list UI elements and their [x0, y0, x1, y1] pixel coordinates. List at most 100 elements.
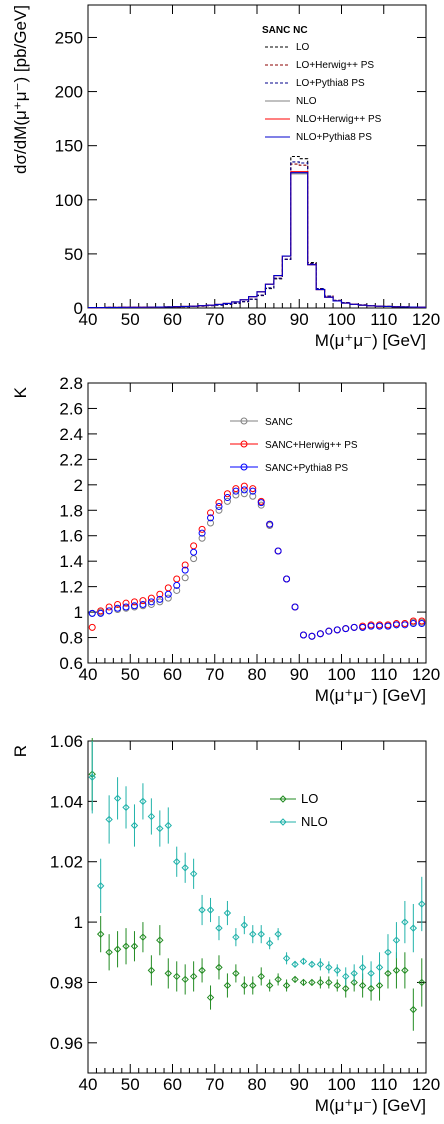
- data-point: [190, 542, 198, 550]
- data-point: [342, 625, 350, 633]
- x-tick-label: 110: [370, 310, 397, 329]
- data-point: [105, 815, 113, 824]
- data-point: [384, 622, 392, 630]
- data-point: [342, 984, 350, 993]
- data-point: [215, 506, 223, 514]
- data-point: [96, 882, 105, 890]
- y-tick-label: 100: [55, 191, 83, 210]
- legend-marker: [240, 417, 248, 425]
- y-tick-label: 2: [74, 476, 83, 495]
- data-point: [189, 972, 198, 981]
- data-point: [265, 939, 274, 947]
- x-tick-label: 50: [121, 310, 140, 329]
- data-point: [333, 626, 341, 634]
- data-point: [240, 981, 249, 990]
- data-point: [88, 773, 96, 781]
- data-point: [418, 620, 426, 628]
- data-point: [418, 617, 426, 625]
- series-line: [88, 172, 426, 309]
- data-point: [333, 981, 341, 990]
- data-point: [401, 966, 409, 975]
- data-point: [257, 972, 265, 981]
- data-point: [164, 594, 172, 602]
- data-point: [274, 975, 282, 984]
- data-point: [130, 598, 138, 606]
- data-point: [181, 561, 189, 569]
- data-point: [105, 607, 113, 615]
- data-point: [291, 975, 299, 984]
- data-point: [198, 966, 206, 975]
- data-point: [147, 966, 156, 975]
- data-point: [358, 981, 367, 990]
- x-tick-label: 60: [163, 310, 182, 329]
- data-point: [88, 770, 96, 778]
- data-point: [316, 630, 324, 638]
- y-tick-label: 200: [55, 83, 83, 102]
- x-tick-label: 70: [205, 665, 224, 684]
- data-point: [375, 963, 384, 972]
- x-tick-label: 100: [327, 310, 355, 329]
- data-point: [156, 824, 164, 833]
- legend-label: LO+Pythia8 PS: [296, 78, 365, 89]
- y-tick-label: 2.6: [59, 399, 83, 418]
- x-tick-label: 100: [327, 1075, 355, 1094]
- y-axis-label: dσ/dM(μ⁺μ⁻) [pb/GeV]: [11, 5, 30, 174]
- data-point: [358, 963, 367, 972]
- y-tick-label: 1.06: [50, 732, 83, 751]
- x-tick-label: 90: [290, 310, 309, 329]
- x-tick-label: 80: [248, 1075, 267, 1094]
- data-point: [409, 1005, 418, 1014]
- data-point: [257, 930, 265, 938]
- data-point: [181, 574, 189, 582]
- data-point: [359, 623, 367, 631]
- y-tick-label: 2.8: [59, 374, 83, 393]
- x-tick-label: 110: [370, 665, 397, 684]
- data-point: [308, 960, 316, 969]
- y-tick-label: 150: [55, 137, 83, 156]
- data-point: [164, 821, 172, 830]
- data-point: [274, 930, 282, 938]
- series-line: [88, 161, 426, 309]
- data-point: [316, 978, 325, 987]
- data-point: [215, 502, 223, 510]
- data-point: [342, 972, 350, 981]
- y-tick-label: 0.96: [50, 1034, 83, 1053]
- data-point: [249, 485, 257, 493]
- x-tick-label: 70: [205, 310, 224, 329]
- data-point: [325, 963, 333, 972]
- data-point: [232, 487, 240, 495]
- data-point: [223, 909, 232, 917]
- y-tick-label: 250: [55, 28, 83, 47]
- data-point: [257, 501, 265, 509]
- x-tick-label: 110: [370, 1075, 397, 1094]
- legend-marker: [279, 818, 287, 826]
- data-point: [130, 602, 138, 610]
- data-point: [384, 948, 392, 956]
- data-point: [299, 978, 308, 987]
- data-point: [189, 870, 198, 878]
- x-tick-label: 70: [205, 1075, 224, 1094]
- data-point: [198, 534, 206, 542]
- y-tick-label: 1.8: [59, 501, 83, 520]
- data-point: [105, 603, 113, 611]
- x-tick-label: 40: [79, 1075, 98, 1094]
- legend-label: SANC+Herwig++ PS: [265, 440, 358, 451]
- series-line: [88, 155, 426, 309]
- data-point: [240, 921, 249, 929]
- legend-label: NLO+Pythia8 PS: [296, 132, 372, 143]
- legend-label: NLO+Herwig++ PS: [296, 114, 382, 125]
- legend-label: NLO: [301, 814, 328, 829]
- data-point: [291, 960, 299, 969]
- data-point: [367, 969, 375, 978]
- data-point: [130, 821, 139, 830]
- data-point: [139, 597, 147, 605]
- x-tick-label: 40: [79, 310, 98, 329]
- legend-label: LO: [301, 791, 318, 806]
- data-point: [97, 609, 105, 617]
- data-point: [409, 617, 417, 625]
- x-tick-label: 80: [248, 665, 267, 684]
- legend-marker: [240, 440, 248, 448]
- data-point: [173, 972, 181, 981]
- series-line: [88, 163, 426, 309]
